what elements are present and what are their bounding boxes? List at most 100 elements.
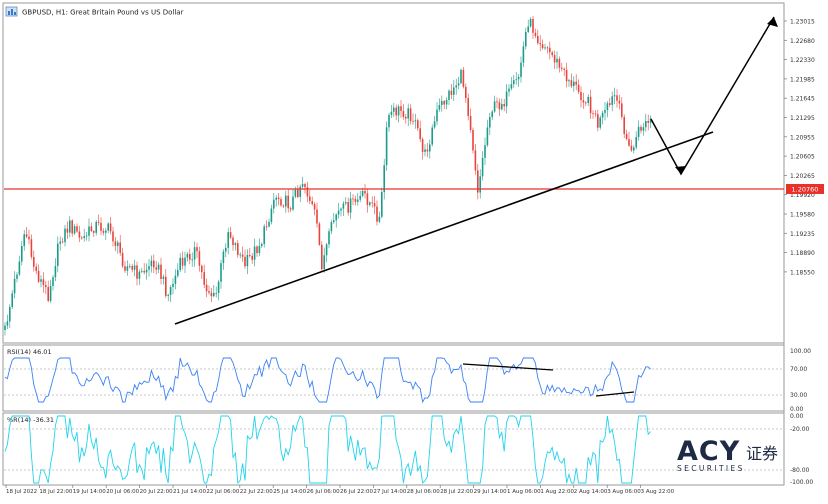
candle	[157, 264, 160, 270]
candle	[489, 117, 491, 128]
price-tick-label: 1.18550	[790, 269, 815, 276]
candle	[429, 144, 431, 152]
rsi-level-70: 70.00	[790, 366, 807, 373]
candle	[73, 226, 76, 234]
candle	[383, 165, 385, 193]
projection-dip-arrowhead	[675, 166, 686, 174]
candle	[462, 69, 465, 87]
candle	[28, 236, 30, 240]
candle	[261, 243, 263, 246]
candle	[282, 205, 285, 207]
candle	[397, 106, 400, 116]
candle	[541, 44, 544, 49]
candle	[83, 236, 85, 238]
candle	[349, 198, 352, 213]
candle	[371, 202, 373, 204]
current-price-label: 1.20760	[792, 186, 819, 194]
candle	[186, 253, 189, 258]
candle	[373, 203, 376, 207]
candle	[546, 47, 549, 49]
candle	[335, 214, 337, 221]
candle	[637, 126, 640, 137]
candle	[623, 116, 625, 134]
rsi-panel: RSI(14) 46.01 100.00 70.00 30.00 0.00	[4, 348, 811, 413]
candlestick-series	[4, 15, 652, 336]
candle	[297, 189, 299, 197]
time-tick-label: 18 Jul 2022	[6, 489, 37, 495]
candle	[172, 283, 174, 288]
candle	[256, 246, 258, 254]
candle	[47, 287, 49, 301]
time-tick-label: 19 Jul 14:00	[73, 489, 106, 495]
rsi-divergence-line-top[interactable]	[462, 363, 554, 371]
candle	[311, 201, 313, 205]
candle	[95, 221, 97, 233]
price-panel-frame	[2, 2, 785, 344]
williams-line	[4, 415, 651, 485]
price-tick-label: 1.19580	[790, 212, 815, 219]
candle	[633, 147, 635, 151]
candle	[61, 241, 64, 243]
candle	[100, 222, 102, 231]
candle	[597, 114, 599, 128]
candle	[606, 103, 609, 110]
candle	[196, 247, 198, 252]
candle	[534, 32, 537, 37]
candle	[510, 84, 513, 89]
candle	[465, 86, 467, 99]
candle	[491, 111, 493, 118]
candle	[443, 101, 445, 105]
candle	[119, 242, 121, 253]
candle	[69, 220, 71, 233]
candle	[155, 267, 157, 270]
candle	[337, 210, 340, 215]
time-tick-label: 28 Jul 22:00	[440, 489, 473, 495]
candle	[107, 223, 109, 231]
candle	[563, 68, 565, 70]
candle	[529, 18, 532, 27]
candle	[251, 255, 253, 260]
candle	[23, 234, 25, 247]
time-tick-label: 26 Jul 06:00	[307, 489, 340, 495]
candle	[359, 195, 361, 200]
window-header: GBPUSD, H1: Great Britain Pound vs US Do…	[5, 6, 184, 17]
candle	[35, 266, 37, 271]
candle	[501, 104, 503, 110]
candle	[18, 261, 21, 275]
candle	[486, 127, 489, 146]
candle	[9, 306, 11, 322]
candle	[484, 145, 486, 158]
candle	[426, 149, 429, 152]
candle	[448, 90, 450, 100]
candle	[11, 293, 13, 307]
candle	[347, 202, 349, 213]
candle	[421, 139, 424, 152]
candle	[285, 195, 287, 207]
candle	[141, 270, 143, 272]
candle	[323, 255, 325, 270]
candle	[556, 58, 558, 63]
candle	[537, 36, 539, 44]
candle	[544, 47, 546, 49]
candle	[345, 202, 347, 204]
candle	[138, 271, 141, 279]
candle	[287, 195, 289, 209]
candle	[174, 275, 177, 284]
price-tick-label: 1.22680	[790, 38, 815, 45]
ascending-trendline[interactable]	[174, 131, 714, 325]
candle	[424, 149, 426, 152]
candle	[57, 243, 59, 267]
candle	[493, 101, 496, 112]
candle	[611, 96, 613, 105]
candle	[357, 199, 359, 202]
candle	[436, 109, 438, 122]
rsi-divergence-line-bottom[interactable]	[595, 391, 635, 397]
candle	[613, 95, 616, 97]
candle	[565, 69, 568, 82]
candle	[253, 246, 256, 260]
candle	[457, 83, 460, 86]
candle	[340, 208, 342, 211]
logo-cn: 证券	[746, 444, 778, 463]
